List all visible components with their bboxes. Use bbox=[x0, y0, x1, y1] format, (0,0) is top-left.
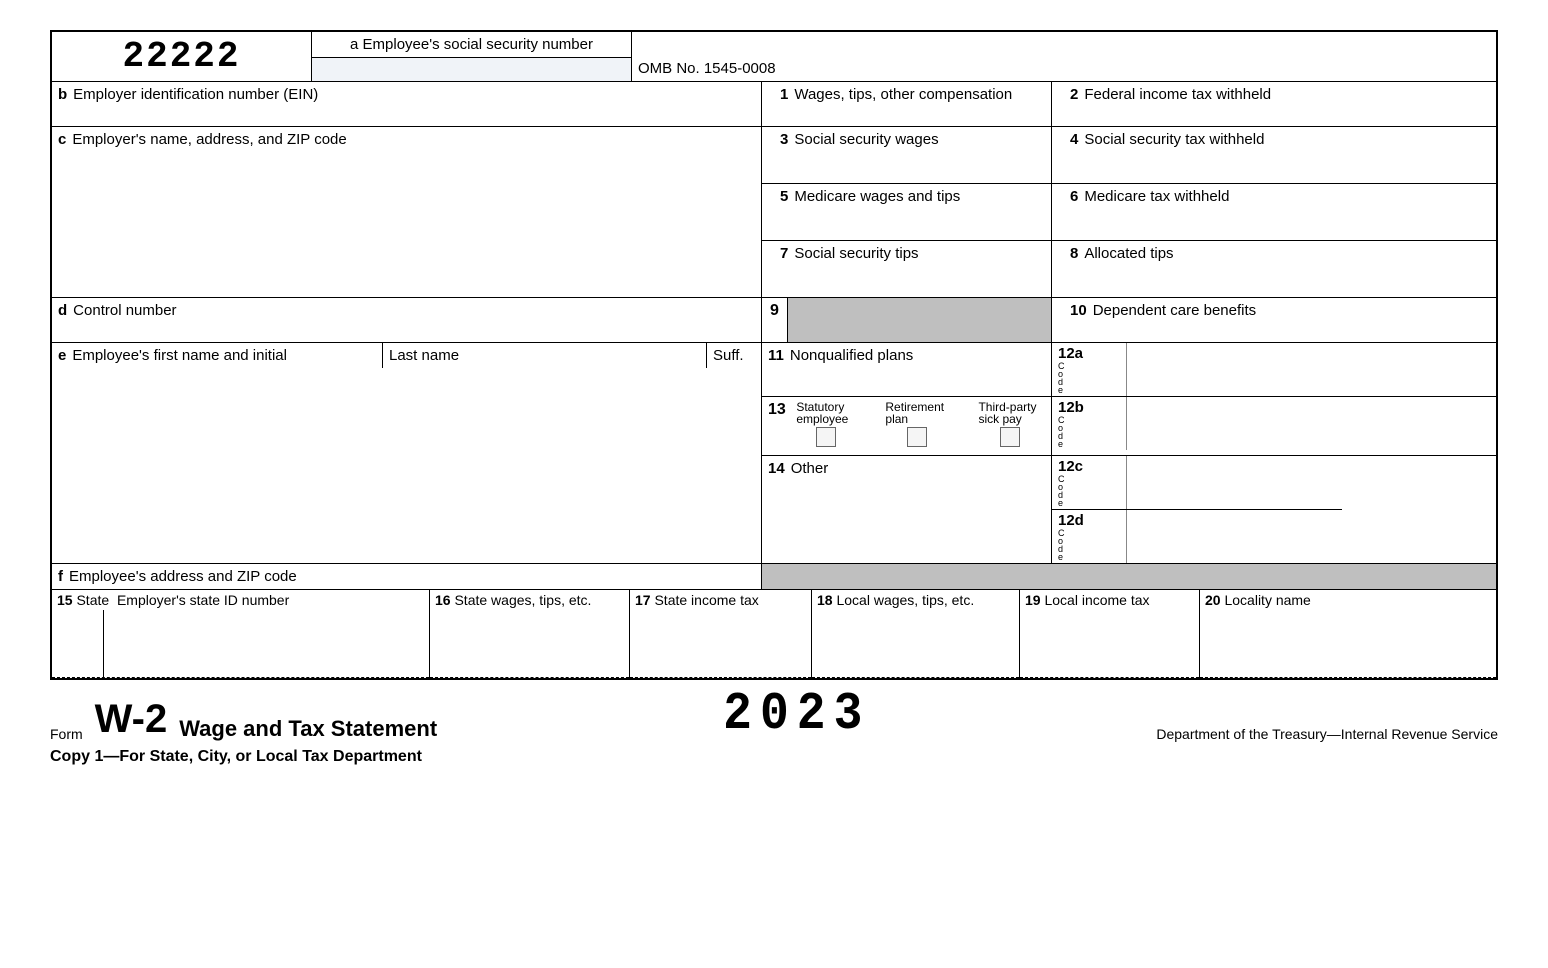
chk-retirement[interactable]: Retirement plan bbox=[885, 401, 949, 451]
box-12cd-wrap: 12c C o d e 12d C o d e bbox=[1052, 456, 1342, 563]
box-1[interactable]: 1Wages, tips, other compensation bbox=[762, 82, 1052, 126]
box-9: 9 bbox=[762, 298, 1052, 342]
form-name: W-2 bbox=[95, 697, 168, 742]
box-20: 20 Locality name bbox=[1200, 590, 1496, 678]
box-15-state-row2[interactable] bbox=[52, 638, 104, 678]
chk-sickpay[interactable]: Third-party sick pay bbox=[978, 401, 1042, 451]
omb-cell: OMB No. 1545-0008 bbox=[632, 32, 1496, 81]
box-16: 16 State wages, tips, etc. bbox=[430, 590, 630, 678]
form-prefix: Form bbox=[50, 726, 83, 742]
box-3[interactable]: 3Social security wages bbox=[762, 127, 1052, 183]
box-14[interactable]: 14Other bbox=[762, 456, 1052, 563]
box-22222: 22222 bbox=[52, 32, 312, 81]
box-16-row2[interactable] bbox=[430, 638, 629, 678]
checkbox-icon[interactable] bbox=[816, 427, 836, 447]
box-6[interactable]: 6Medicare tax withheld bbox=[1052, 184, 1342, 240]
box-19-row2[interactable] bbox=[1020, 638, 1199, 678]
grey-filler bbox=[762, 564, 1496, 589]
omb-text: OMB No. 1545-0008 bbox=[638, 60, 776, 77]
box-e-f-container: eEmployee's first name and initial Last … bbox=[52, 343, 762, 590]
box-17: 17 State income tax bbox=[630, 590, 812, 678]
form-dept: Department of the Treasury—Internal Reve… bbox=[1156, 726, 1498, 742]
box-15-ein-row2[interactable] bbox=[104, 638, 429, 678]
box-13: 13 Statutory employee Retirement plan Th… bbox=[762, 397, 1052, 455]
box-20-row1[interactable] bbox=[1200, 610, 1496, 638]
constant-22222: 22222 bbox=[122, 36, 240, 77]
box-15: 15 State Employer's state ID number bbox=[52, 590, 430, 678]
box-e-first[interactable]: eEmployee's first name and initial bbox=[52, 343, 382, 368]
box-16-row1[interactable] bbox=[430, 610, 629, 638]
row-c-composite: cEmployer's name, address, and ZIP code … bbox=[52, 127, 1496, 298]
box-e-suff[interactable]: Suff. bbox=[706, 343, 761, 368]
checkbox-icon[interactable] bbox=[1000, 427, 1020, 447]
box-19-row1[interactable] bbox=[1020, 610, 1199, 638]
row-d: dControl number 9 10Dependent care benef… bbox=[52, 298, 1496, 343]
box-17-row2[interactable] bbox=[630, 638, 811, 678]
box-b[interactable]: bEmployer identification number (EIN) bbox=[52, 82, 762, 126]
copy-line: Copy 1—For State, City, or Local Tax Dep… bbox=[50, 748, 1498, 766]
box-18-row1[interactable] bbox=[812, 610, 1019, 638]
box-17-row1[interactable] bbox=[630, 610, 811, 638]
box-15-ein-row1[interactable] bbox=[104, 610, 429, 638]
box-20-row2[interactable] bbox=[1200, 638, 1496, 678]
box-10[interactable]: 10Dependent care benefits bbox=[1052, 298, 1342, 342]
box-19: 19 Local income tax bbox=[1020, 590, 1200, 678]
box-18-row2[interactable] bbox=[812, 638, 1019, 678]
box-a: a Employee's social security number bbox=[312, 32, 632, 81]
box-18: 18 Local wages, tips, etc. bbox=[812, 590, 1020, 678]
box-5[interactable]: 5Medicare wages and tips bbox=[762, 184, 1052, 240]
box-7[interactable]: 7Social security tips bbox=[762, 241, 1052, 297]
box-12a[interactable]: 12a C o d e bbox=[1052, 343, 1342, 396]
form-year: 2023 bbox=[449, 685, 1144, 744]
box-12b[interactable]: 12b C o d e bbox=[1052, 397, 1342, 455]
box-12c[interactable]: 12c C o d e bbox=[1052, 456, 1342, 510]
box-d[interactable]: dControl number bbox=[52, 298, 762, 342]
box-8[interactable]: 8Allocated tips bbox=[1052, 241, 1342, 297]
row-state-header: 15 State Employer's state ID number 16 S… bbox=[52, 590, 1496, 678]
box-4[interactable]: 4Social security tax withheld bbox=[1052, 127, 1342, 183]
row-header: 22222 a Employee's social security numbe… bbox=[52, 32, 1496, 82]
box-e-last[interactable]: Last name bbox=[382, 343, 706, 368]
box-15-state-row1[interactable] bbox=[52, 610, 104, 638]
row-e-composite: eEmployee's first name and initial Last … bbox=[52, 343, 1496, 590]
checkbox-icon[interactable] bbox=[907, 427, 927, 447]
form-footer: Form W-2 Wage and Tax Statement 2023 Dep… bbox=[50, 688, 1498, 742]
box-a-value[interactable] bbox=[312, 57, 631, 81]
box-2[interactable]: 2Federal income tax withheld bbox=[1052, 82, 1342, 126]
box-e-body[interactable] bbox=[52, 368, 761, 563]
box-11[interactable]: 11Nonqualified plans bbox=[762, 343, 1052, 396]
box-f[interactable]: fEmployee's address and ZIP code bbox=[52, 563, 761, 590]
box-12d[interactable]: 12d C o d e bbox=[1052, 510, 1342, 563]
row-b: bEmployer identification number (EIN) 1W… bbox=[52, 82, 1496, 127]
box-c[interactable]: cEmployer's name, address, and ZIP code bbox=[52, 127, 762, 298]
form-title: Wage and Tax Statement bbox=[179, 716, 437, 742]
w2-form-container: 22222 a Employee's social security numbe… bbox=[50, 30, 1498, 680]
box-a-label: a Employee's social security number bbox=[312, 32, 631, 57]
chk-statutory[interactable]: Statutory employee bbox=[796, 401, 856, 451]
